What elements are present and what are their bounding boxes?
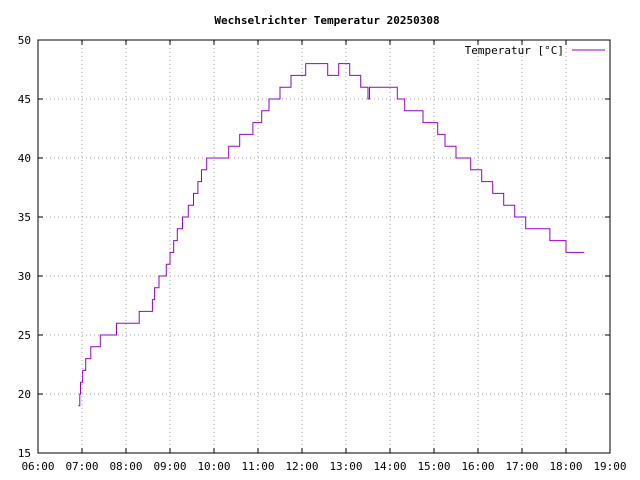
y-tick-label: 30 <box>18 270 31 283</box>
x-tick-label: 09:00 <box>153 460 186 473</box>
y-tick-label: 20 <box>18 388 31 401</box>
x-tick-label: 13:00 <box>329 460 362 473</box>
x-tick-label: 16:00 <box>461 460 494 473</box>
y-tick-label: 40 <box>18 152 31 165</box>
x-tick-label: 11:00 <box>241 460 274 473</box>
grid-lines <box>38 40 610 453</box>
y-tick-label: 15 <box>18 447 31 460</box>
x-tick-label: 18:00 <box>549 460 582 473</box>
x-tick-label: 08:00 <box>109 460 142 473</box>
axis-ticks <box>37 39 611 454</box>
x-tick-label: 12:00 <box>285 460 318 473</box>
x-tick-label: 17:00 <box>505 460 538 473</box>
y-tick-label: 25 <box>18 329 31 342</box>
x-tick-label: 14:00 <box>373 460 406 473</box>
legend: Temperatur [°C] <box>465 44 605 57</box>
series-line-temperature <box>78 63 585 407</box>
chart-title: Wechselrichter Temperatur 20250308 <box>214 14 439 27</box>
legend-label: Temperatur [°C] <box>465 44 564 57</box>
y-axis-tick-labels: 15 20 25 30 35 40 45 50 <box>18 34 31 460</box>
y-tick-label: 35 <box>18 211 31 224</box>
x-tick-label: 07:00 <box>65 460 98 473</box>
x-tick-label: 10:00 <box>197 460 230 473</box>
plot-frame <box>37 39 611 454</box>
x-tick-label: 15:00 <box>417 460 450 473</box>
x-tick-label: 19:00 <box>593 460 626 473</box>
y-tick-label: 45 <box>18 93 31 106</box>
y-tick-label: 50 <box>18 34 31 47</box>
x-tick-label: 06:00 <box>21 460 54 473</box>
x-axis-tick-labels: 06:00 07:00 08:00 09:00 10:00 11:00 12:00 13:00… <box>21 460 626 473</box>
